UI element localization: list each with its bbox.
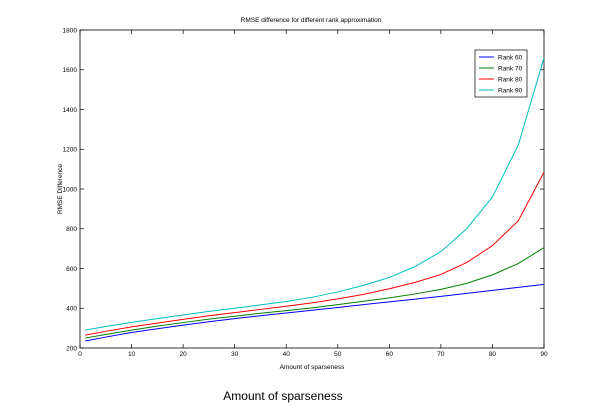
- y-tick-label: 200: [66, 345, 77, 352]
- legend-entry: Rank 80: [498, 76, 523, 83]
- x-tick-label: 30: [231, 351, 239, 358]
- y-tick-label: 1400: [63, 107, 78, 114]
- x-tick-label: 90: [540, 351, 548, 358]
- series-line-rank-70: [85, 247, 545, 339]
- y-tick-label: 1800: [63, 27, 78, 34]
- chart-title: RMSE difference for different rank appro…: [241, 17, 382, 24]
- x-tick-label: 20: [179, 351, 187, 358]
- x-tick-label: 10: [128, 351, 136, 358]
- x-tick-label: 50: [334, 351, 342, 358]
- x-axis: 0 10 20 30 40 50 60 70 80 90: [78, 30, 548, 358]
- y-tick-label: 1600: [63, 67, 78, 74]
- plot-area: [79, 29, 545, 349]
- x-tick-label: 60: [386, 351, 394, 358]
- series-lines: [85, 57, 545, 342]
- legend-entry: Rank 60: [498, 54, 523, 61]
- y-axis-label: RMSE Difference: [57, 164, 64, 214]
- x-tick-label: 40: [283, 351, 291, 358]
- y-tick-label: 1000: [63, 186, 78, 193]
- y-tick-label: 800: [66, 226, 77, 233]
- legend: Rank 60 Rank 70 Rank 80 Rank 90: [474, 49, 528, 98]
- legend-box: [474, 49, 528, 98]
- y-tick-label: 1200: [63, 147, 78, 154]
- series-line-rank-90: [85, 57, 545, 331]
- series-line-rank-80: [85, 171, 545, 336]
- y-tick-label: 600: [66, 266, 77, 273]
- series-line-rank-60: [85, 283, 545, 342]
- x-axis-label: Amount of sparseness: [280, 364, 345, 371]
- legend-entry: Rank 70: [498, 65, 523, 72]
- x-tick-label: 80: [489, 351, 497, 358]
- y-axis: 200 400 600 800 1000 1200 1400 1600 1800: [63, 27, 544, 352]
- legend-entry: Rank 90: [498, 87, 523, 94]
- y-tick-label: 400: [66, 306, 77, 313]
- x-tick-label: 70: [437, 351, 445, 358]
- figure-caption: Amount of sparseness: [223, 389, 342, 403]
- x-tick-label: 0: [78, 351, 82, 358]
